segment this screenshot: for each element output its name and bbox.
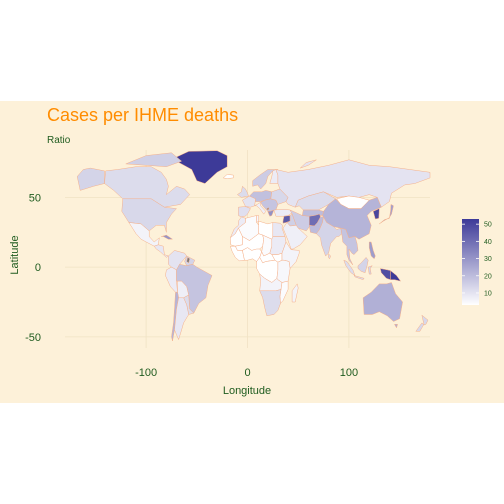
country-canada (104, 166, 190, 208)
country-iberia (238, 206, 251, 218)
legend-tick-label: 20 (484, 273, 492, 280)
country-balkans (260, 198, 279, 212)
country-sri-lanka (328, 253, 331, 260)
y-tick-label: 50 (29, 192, 41, 204)
legend-tick-label: 30 (484, 256, 492, 263)
legend-ticks (462, 223, 479, 294)
country-arctic-russia-isles (299, 159, 317, 169)
x-axis-title: Longitude (223, 385, 271, 397)
country-mexico (128, 222, 160, 247)
country-arabia (282, 222, 308, 250)
country-japan (379, 204, 394, 225)
country-png (390, 270, 401, 282)
country-guyana-dark (186, 257, 190, 264)
country-china (322, 197, 382, 240)
country-chile (171, 291, 179, 342)
country-guianas (184, 255, 196, 266)
country-italy (254, 202, 267, 215)
country-southeast-asia (340, 227, 359, 266)
chart-subtitle: Ratio (47, 135, 71, 146)
country-central-america (153, 244, 169, 258)
country-sumatra (343, 259, 356, 276)
country-ecuador-peru (165, 266, 178, 293)
country-southern-africa (259, 289, 282, 316)
country-australia (362, 282, 403, 322)
country-java (353, 275, 365, 280)
country-central-africa (256, 257, 279, 283)
legend-colorbar (462, 219, 479, 305)
country-tunisia (256, 215, 259, 223)
country-greenland (173, 150, 228, 184)
country-layer (76, 150, 431, 342)
legend-tick-label: 10 (484, 290, 492, 297)
legend-tick-label: 40 (484, 239, 492, 246)
x-tick-label: 0 (244, 367, 250, 379)
country-new-zealand (415, 314, 429, 332)
y-tick-label: 0 (35, 262, 41, 274)
y-tick-label: -50 (25, 332, 41, 344)
country-east-africa (276, 259, 291, 283)
x-tick-label: 100 (340, 367, 358, 379)
color-legend: 10 20 30 40 50 (462, 219, 492, 305)
country-ethiopia-horn (281, 241, 300, 269)
country-iceland (222, 174, 234, 179)
country-philippines (368, 241, 376, 260)
country-west-balkans-dark (266, 207, 270, 211)
country-argentina (174, 297, 189, 340)
country-alaska (76, 167, 105, 191)
chart-title: Cases per IHME deaths (47, 105, 239, 125)
legend-tick-label: 50 (484, 222, 492, 229)
country-arctic-islands (125, 152, 182, 167)
country-cuba (161, 234, 173, 240)
country-greece (267, 209, 275, 217)
country-tasmania (394, 324, 398, 329)
country-borneo (357, 257, 369, 273)
axes: -100 0 100 -50 0 50 Longitude Latitude (9, 192, 358, 397)
country-korea (372, 208, 380, 220)
country-egypt (272, 222, 286, 237)
country-turkey (273, 209, 293, 217)
country-madagascar (291, 283, 299, 303)
y-axis-title: Latitude (9, 235, 21, 274)
country-ireland-uk (237, 186, 249, 198)
country-papua (380, 268, 391, 280)
x-tick-label: -100 (135, 367, 157, 379)
country-central-asia (302, 209, 324, 217)
country-sulawesi (367, 265, 373, 275)
